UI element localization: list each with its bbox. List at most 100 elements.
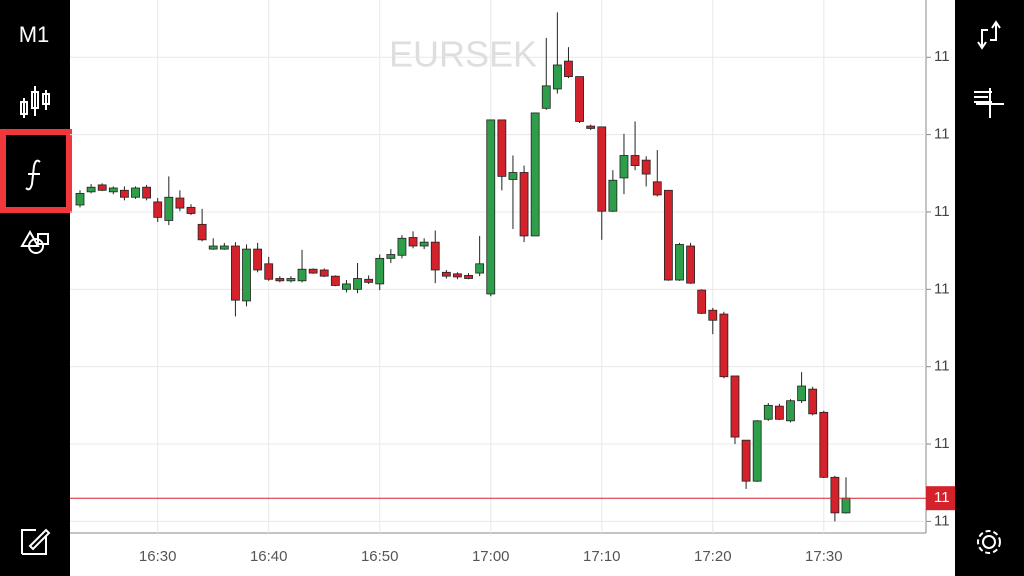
highlight-box [0,129,72,213]
candle-body [197,223,207,241]
candle-body [86,186,96,193]
candle-body [364,278,374,283]
candle-body [108,187,118,193]
candle-body [419,241,429,247]
candle-body [641,159,651,175]
candle-body [575,76,584,122]
x-tick-label: 16:50 [361,548,399,565]
candle-body [719,313,729,378]
candle-body [153,201,163,218]
x-tick-label: 17:30 [805,548,843,565]
candle-body [752,420,762,482]
current-price-label: 11 [934,489,950,506]
chart-background [70,0,955,576]
y-tick-label: 11 [934,435,950,452]
candle-body [552,64,562,90]
y-tick-label: 11 [934,203,950,220]
candle-body [663,189,673,281]
settings-button[interactable] [977,530,1001,554]
candle-body [652,181,662,196]
candle-body [675,244,684,281]
candle-body [630,155,640,166]
candle-body [264,263,274,280]
candle-body [342,283,351,290]
chart-type-button[interactable] [20,86,50,118]
candle-body [797,385,806,402]
x-tick-label: 17:10 [583,548,621,565]
candle-body [97,184,107,191]
candle-body [530,112,540,237]
candle-body [308,268,318,274]
y-tick-label: 11 [934,126,950,143]
candle-body [242,248,251,302]
candle-body [786,400,795,422]
objects-button[interactable] [20,229,49,254]
candle-body [430,241,440,271]
candle-body [830,476,840,514]
candle-body [186,206,196,214]
candle-body [586,125,596,129]
candle-body [808,388,818,415]
candle-body [386,254,396,259]
candle-body [730,375,740,438]
candle-body [253,248,263,271]
candle-body [142,186,152,199]
candle-body [741,439,751,482]
candle-body [508,172,518,180]
candle-body [319,269,329,277]
candle-body [408,237,418,247]
candle-body [297,268,307,282]
candle-body [708,309,718,321]
candle-body [75,192,85,206]
edit-button[interactable] [21,528,51,555]
y-tick-label: 11 [934,512,950,529]
candle-body [208,245,218,250]
candle-body [486,119,496,295]
x-tick-label: 16:40 [250,548,288,565]
candle-body [164,196,174,221]
candle-body [453,273,462,278]
candle-body [375,257,385,285]
candle-body [330,275,340,286]
symbol-watermark: EURSEK [389,34,537,75]
candle-body [497,119,507,177]
current-price-tag [926,486,955,511]
candle-body [841,497,851,514]
x-tick-label: 17:00 [472,548,510,565]
candle-body [397,237,407,256]
candle-body [697,289,707,314]
candle-body [597,126,607,212]
timeframe-button[interactable]: M1 [19,22,50,47]
candle-body [175,197,185,209]
candle-body [763,404,773,420]
x-tick-label: 16:30 [139,548,177,565]
candle-body [286,278,296,282]
candle-body [353,278,362,290]
candle-body [774,405,784,420]
candle-body [619,155,629,179]
candle-body [541,85,551,109]
candle-body [819,411,829,478]
y-tick-label: 11 [934,358,950,375]
candle-body [441,271,451,277]
crosshair-button[interactable] [974,88,1004,118]
candle-body [219,245,229,250]
candle-body [608,179,618,212]
indicators-button[interactable] [25,159,41,191]
candle-body [564,60,573,77]
right-toolbar [955,0,1024,576]
candle-body [131,187,140,198]
candle-body [475,263,485,274]
candle-body [686,245,695,284]
candle-body [120,189,129,198]
candle-body [231,245,240,301]
candle-body [275,278,285,282]
y-tick-label: 11 [934,48,950,65]
candle-body [464,274,473,279]
flip-button[interactable] [977,20,1001,50]
candle-body [519,172,529,237]
x-tick-label: 17:20 [694,548,732,565]
y-tick-label: 11 [934,280,950,297]
